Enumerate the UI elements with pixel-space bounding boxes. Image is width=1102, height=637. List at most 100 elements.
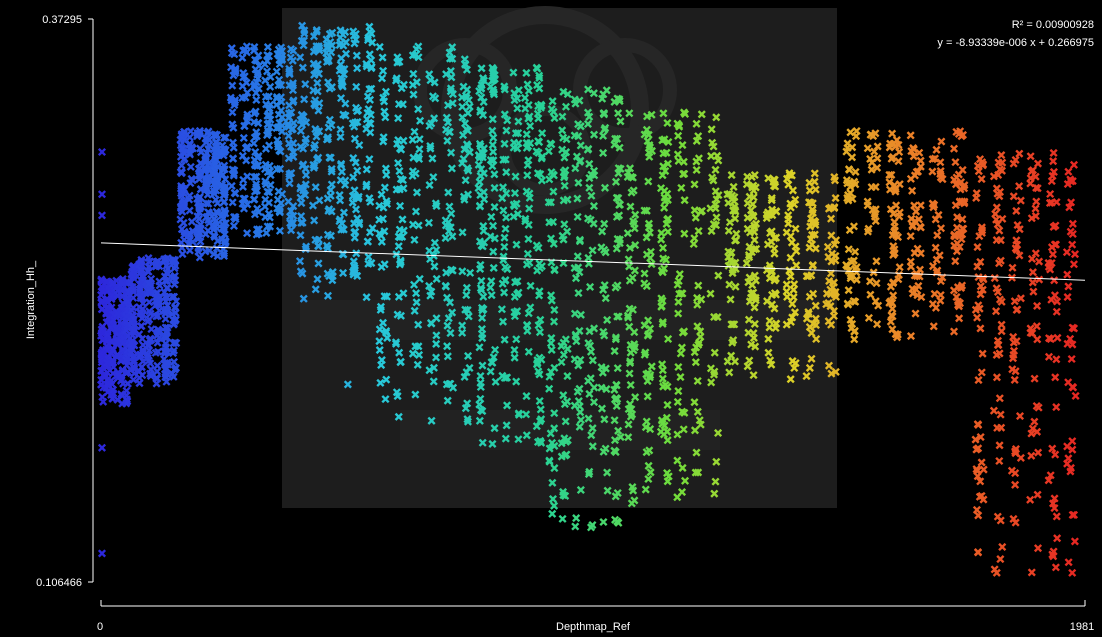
data-point	[410, 127, 419, 136]
data-point	[696, 327, 705, 336]
data-point	[624, 420, 633, 429]
data-point	[995, 394, 1004, 403]
data-point	[377, 231, 386, 240]
data-point	[863, 227, 872, 236]
data-point	[302, 242, 311, 251]
data-point	[153, 361, 162, 370]
data-point	[729, 182, 738, 191]
data-point	[977, 458, 986, 467]
data-point	[770, 244, 779, 253]
data-point	[136, 266, 145, 275]
data-point	[284, 197, 293, 206]
data-point	[1010, 447, 1020, 456]
data-point	[350, 134, 359, 143]
data-point	[629, 217, 638, 226]
data-point	[786, 253, 795, 262]
data-point	[382, 170, 391, 179]
data-point	[415, 135, 424, 144]
data-point	[771, 274, 780, 283]
data-point	[488, 439, 497, 448]
data-point	[349, 154, 358, 163]
data-point	[180, 227, 189, 236]
data-point	[750, 235, 759, 245]
data-point	[240, 194, 249, 203]
data-point	[498, 317, 508, 326]
data-point	[914, 215, 923, 224]
data-point	[706, 289, 715, 298]
data-point	[978, 285, 987, 294]
data-point	[111, 324, 121, 333]
data-point	[572, 514, 581, 523]
data-point	[977, 228, 986, 237]
data-point	[502, 126, 511, 135]
data-point	[475, 416, 484, 425]
data-point	[844, 286, 853, 295]
data-point	[661, 380, 670, 389]
data-point	[297, 212, 306, 221]
data-point	[252, 230, 261, 239]
data-point	[745, 297, 754, 306]
data-point	[625, 164, 635, 173]
data-point	[327, 121, 336, 130]
data-point	[264, 198, 273, 207]
data-point	[230, 188, 239, 197]
data-point	[1066, 334, 1075, 343]
data-point	[512, 377, 521, 386]
data-point	[889, 209, 898, 218]
data-point	[163, 370, 172, 379]
data-point	[375, 337, 384, 346]
data-point	[558, 112, 567, 121]
data-point	[824, 317, 833, 326]
data-point	[322, 48, 331, 58]
x-tick-right-label: 1981	[1070, 621, 1094, 633]
data-point	[250, 43, 259, 52]
data-point	[262, 228, 271, 237]
data-point	[936, 224, 946, 233]
data-point	[933, 266, 942, 275]
data-point	[748, 182, 757, 191]
data-point	[309, 59, 318, 68]
data-point	[441, 282, 450, 291]
data-point	[525, 193, 534, 202]
data-point	[730, 320, 739, 329]
data-point	[380, 183, 389, 192]
data-point	[747, 172, 756, 181]
data-point	[309, 86, 318, 95]
data-point	[409, 69, 418, 78]
data-point	[950, 175, 959, 185]
data-point	[663, 436, 672, 445]
data-point	[790, 308, 800, 317]
data-point	[914, 281, 923, 291]
data-point	[808, 205, 817, 214]
data-point	[545, 218, 554, 227]
data-point	[911, 309, 920, 318]
data-point	[126, 278, 135, 287]
data-point	[462, 140, 471, 149]
data-point	[500, 233, 509, 242]
data-point	[613, 312, 622, 321]
data-point	[498, 371, 507, 380]
data-point	[126, 348, 135, 357]
data-point	[229, 154, 238, 163]
data-point	[1033, 184, 1042, 193]
data-point	[659, 430, 668, 439]
data-point	[693, 322, 702, 331]
data-point	[536, 405, 545, 414]
data-point	[350, 233, 359, 242]
data-point	[461, 59, 470, 68]
data-point	[979, 275, 988, 284]
data-point	[414, 320, 423, 329]
data-point	[786, 199, 795, 208]
data-point	[429, 173, 438, 182]
data-point	[408, 349, 417, 358]
data-point	[522, 392, 531, 401]
data-point	[614, 426, 623, 435]
data-point	[503, 116, 512, 125]
data-point	[365, 155, 374, 164]
data-point	[697, 110, 706, 119]
data-point	[1028, 329, 1037, 338]
data-point	[511, 278, 520, 287]
data-point	[1035, 275, 1044, 284]
data-point	[447, 209, 456, 218]
data-point	[239, 175, 248, 184]
